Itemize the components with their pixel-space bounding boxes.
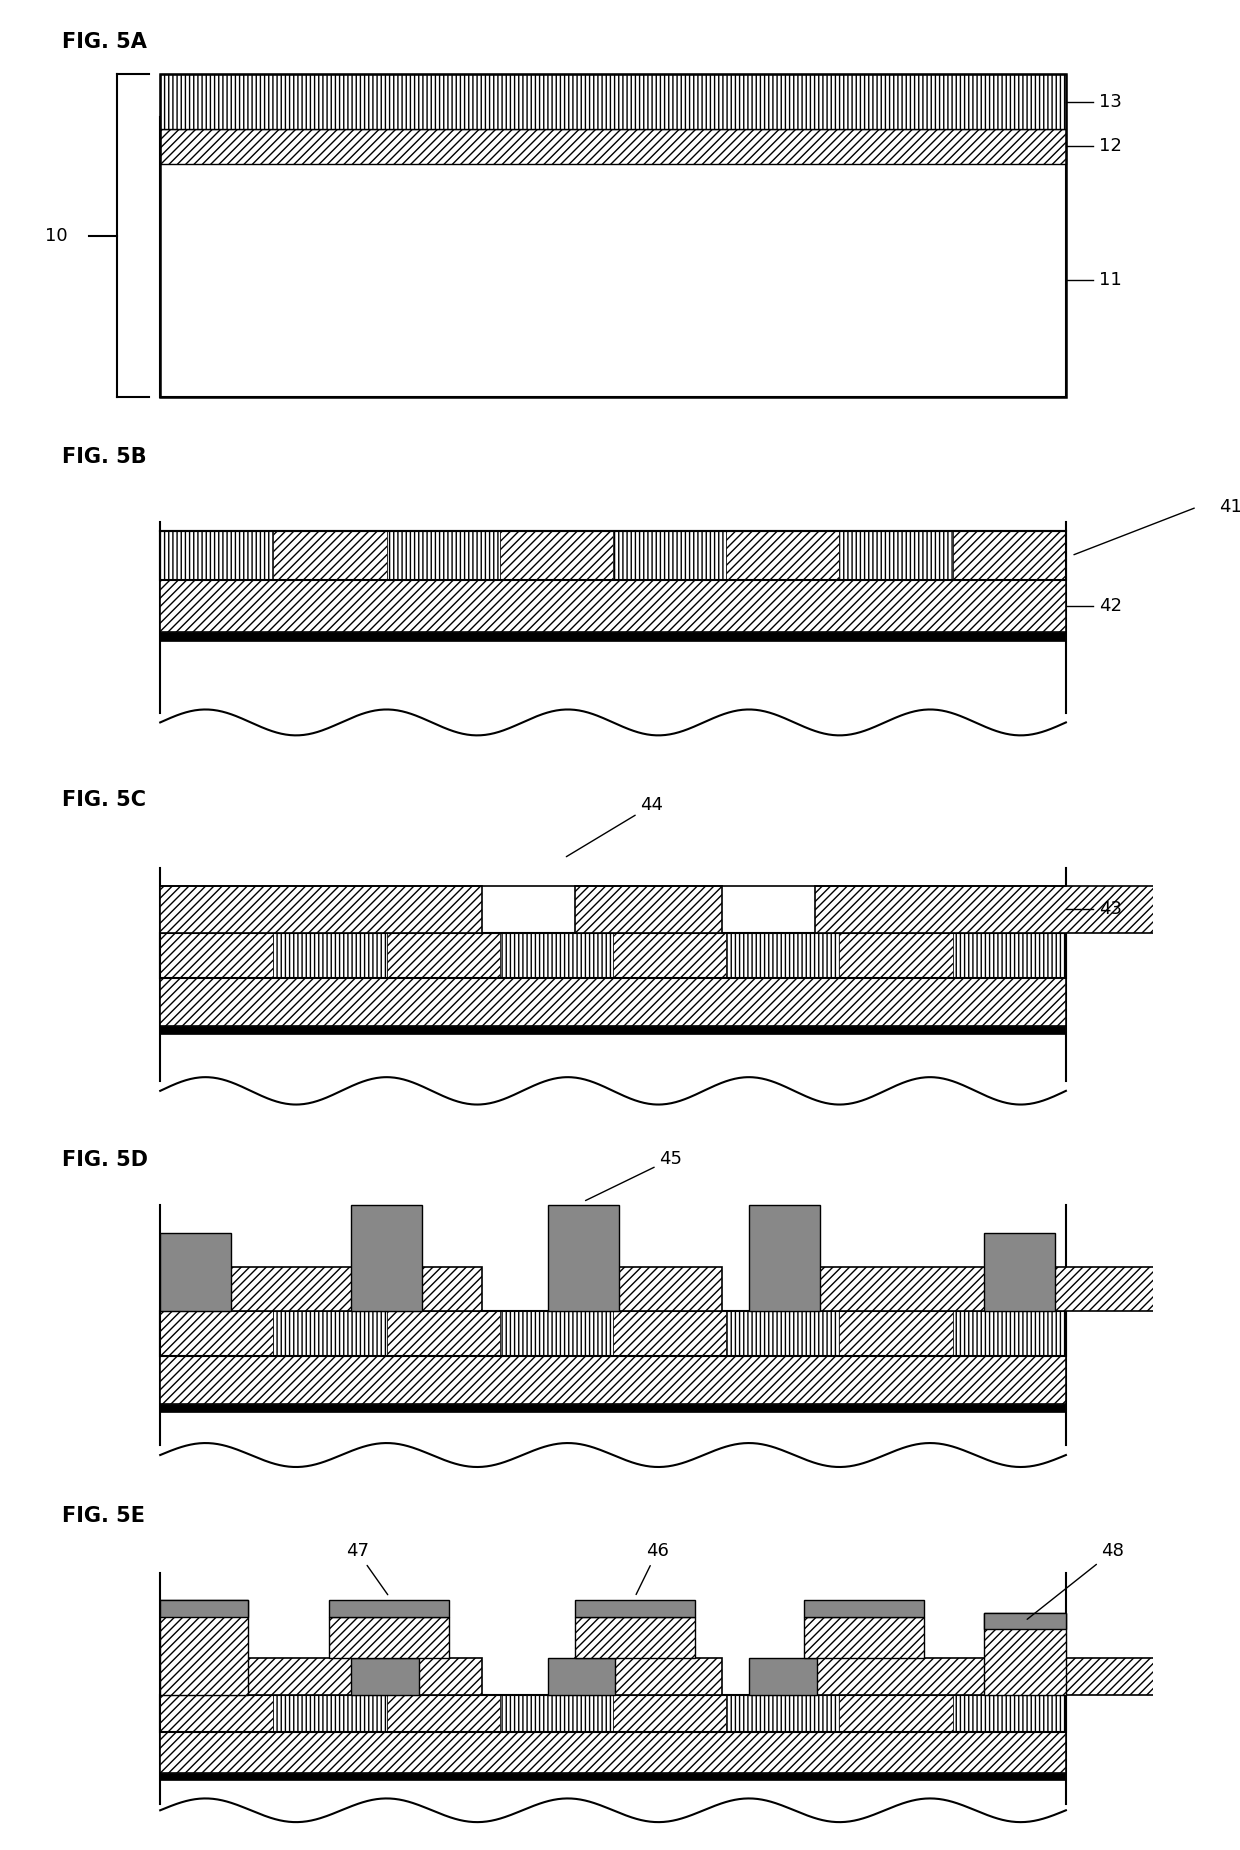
Bar: [985, 1232, 1055, 1312]
Bar: [273, 531, 387, 579]
Bar: [160, 1312, 273, 1356]
Text: 11: 11: [1099, 272, 1121, 289]
Bar: [575, 1600, 694, 1617]
Text: 46: 46: [636, 1543, 668, 1595]
Bar: [273, 1695, 387, 1732]
Bar: [160, 130, 1066, 163]
Bar: [952, 1312, 1066, 1356]
Bar: [351, 1204, 422, 1312]
Bar: [160, 531, 273, 579]
Text: FIG. 5D: FIG. 5D: [62, 1151, 148, 1171]
Text: 41: 41: [1219, 498, 1240, 516]
Bar: [160, 934, 273, 979]
Bar: [160, 934, 1066, 979]
Bar: [839, 531, 952, 579]
Bar: [160, 1025, 1066, 1034]
Bar: [575, 1267, 722, 1312]
Bar: [160, 1772, 1066, 1780]
Bar: [727, 1312, 839, 1356]
Bar: [548, 1658, 615, 1695]
Bar: [575, 886, 722, 934]
Bar: [160, 979, 1066, 1025]
Bar: [160, 531, 1066, 579]
Bar: [387, 531, 500, 579]
Bar: [500, 531, 613, 579]
Bar: [351, 1658, 419, 1695]
Bar: [160, 1356, 1066, 1404]
Bar: [500, 934, 613, 979]
Bar: [804, 1617, 924, 1658]
Bar: [952, 531, 1066, 579]
Bar: [985, 1613, 1066, 1630]
Bar: [727, 934, 839, 979]
Bar: [160, 1312, 1066, 1356]
Bar: [952, 934, 1066, 979]
Bar: [613, 934, 727, 979]
Bar: [387, 1312, 500, 1356]
Bar: [160, 74, 1066, 130]
Bar: [160, 1600, 248, 1695]
Text: FIG. 5E: FIG. 5E: [62, 1506, 145, 1526]
Bar: [727, 531, 839, 579]
Text: 42: 42: [1099, 598, 1122, 614]
Text: 47: 47: [346, 1543, 388, 1595]
Text: FIG. 5C: FIG. 5C: [62, 790, 146, 810]
Text: 12: 12: [1099, 137, 1121, 155]
Text: 43: 43: [1099, 901, 1122, 918]
Bar: [387, 1695, 500, 1732]
Bar: [985, 1613, 1066, 1695]
Bar: [839, 1695, 952, 1732]
Bar: [273, 934, 387, 979]
Bar: [330, 1617, 449, 1658]
Bar: [160, 1600, 248, 1617]
Bar: [160, 886, 482, 934]
Bar: [727, 1695, 839, 1732]
Bar: [575, 1658, 722, 1695]
Bar: [613, 1695, 727, 1732]
Bar: [160, 1232, 231, 1312]
Bar: [160, 1267, 482, 1312]
Text: 48: 48: [1027, 1543, 1125, 1619]
Text: 45: 45: [585, 1151, 682, 1201]
Text: 44: 44: [567, 796, 663, 857]
Bar: [804, 1600, 924, 1617]
Text: 13: 13: [1099, 92, 1121, 111]
Bar: [815, 1658, 1164, 1695]
Bar: [160, 1658, 482, 1695]
Bar: [749, 1658, 817, 1695]
Bar: [815, 1267, 1164, 1312]
Bar: [500, 1312, 613, 1356]
Bar: [160, 1695, 1066, 1732]
Bar: [160, 74, 1066, 398]
Bar: [548, 1204, 619, 1312]
Bar: [613, 1312, 727, 1356]
Bar: [160, 1732, 1066, 1772]
Bar: [330, 1600, 449, 1617]
Bar: [500, 1695, 613, 1732]
Bar: [160, 1695, 273, 1732]
Bar: [160, 581, 1066, 633]
Bar: [160, 117, 1066, 398]
Text: FIG. 5A: FIG. 5A: [62, 31, 146, 52]
Text: 10: 10: [45, 226, 68, 244]
Bar: [815, 886, 1164, 934]
Bar: [952, 1695, 1066, 1732]
Bar: [839, 1312, 952, 1356]
Bar: [575, 1617, 694, 1658]
Bar: [273, 1312, 387, 1356]
Bar: [839, 934, 952, 979]
Bar: [387, 934, 500, 979]
Text: FIG. 5B: FIG. 5B: [62, 448, 146, 468]
Bar: [613, 531, 727, 579]
Bar: [160, 631, 1066, 642]
Bar: [160, 1404, 1066, 1412]
Bar: [749, 1204, 821, 1312]
